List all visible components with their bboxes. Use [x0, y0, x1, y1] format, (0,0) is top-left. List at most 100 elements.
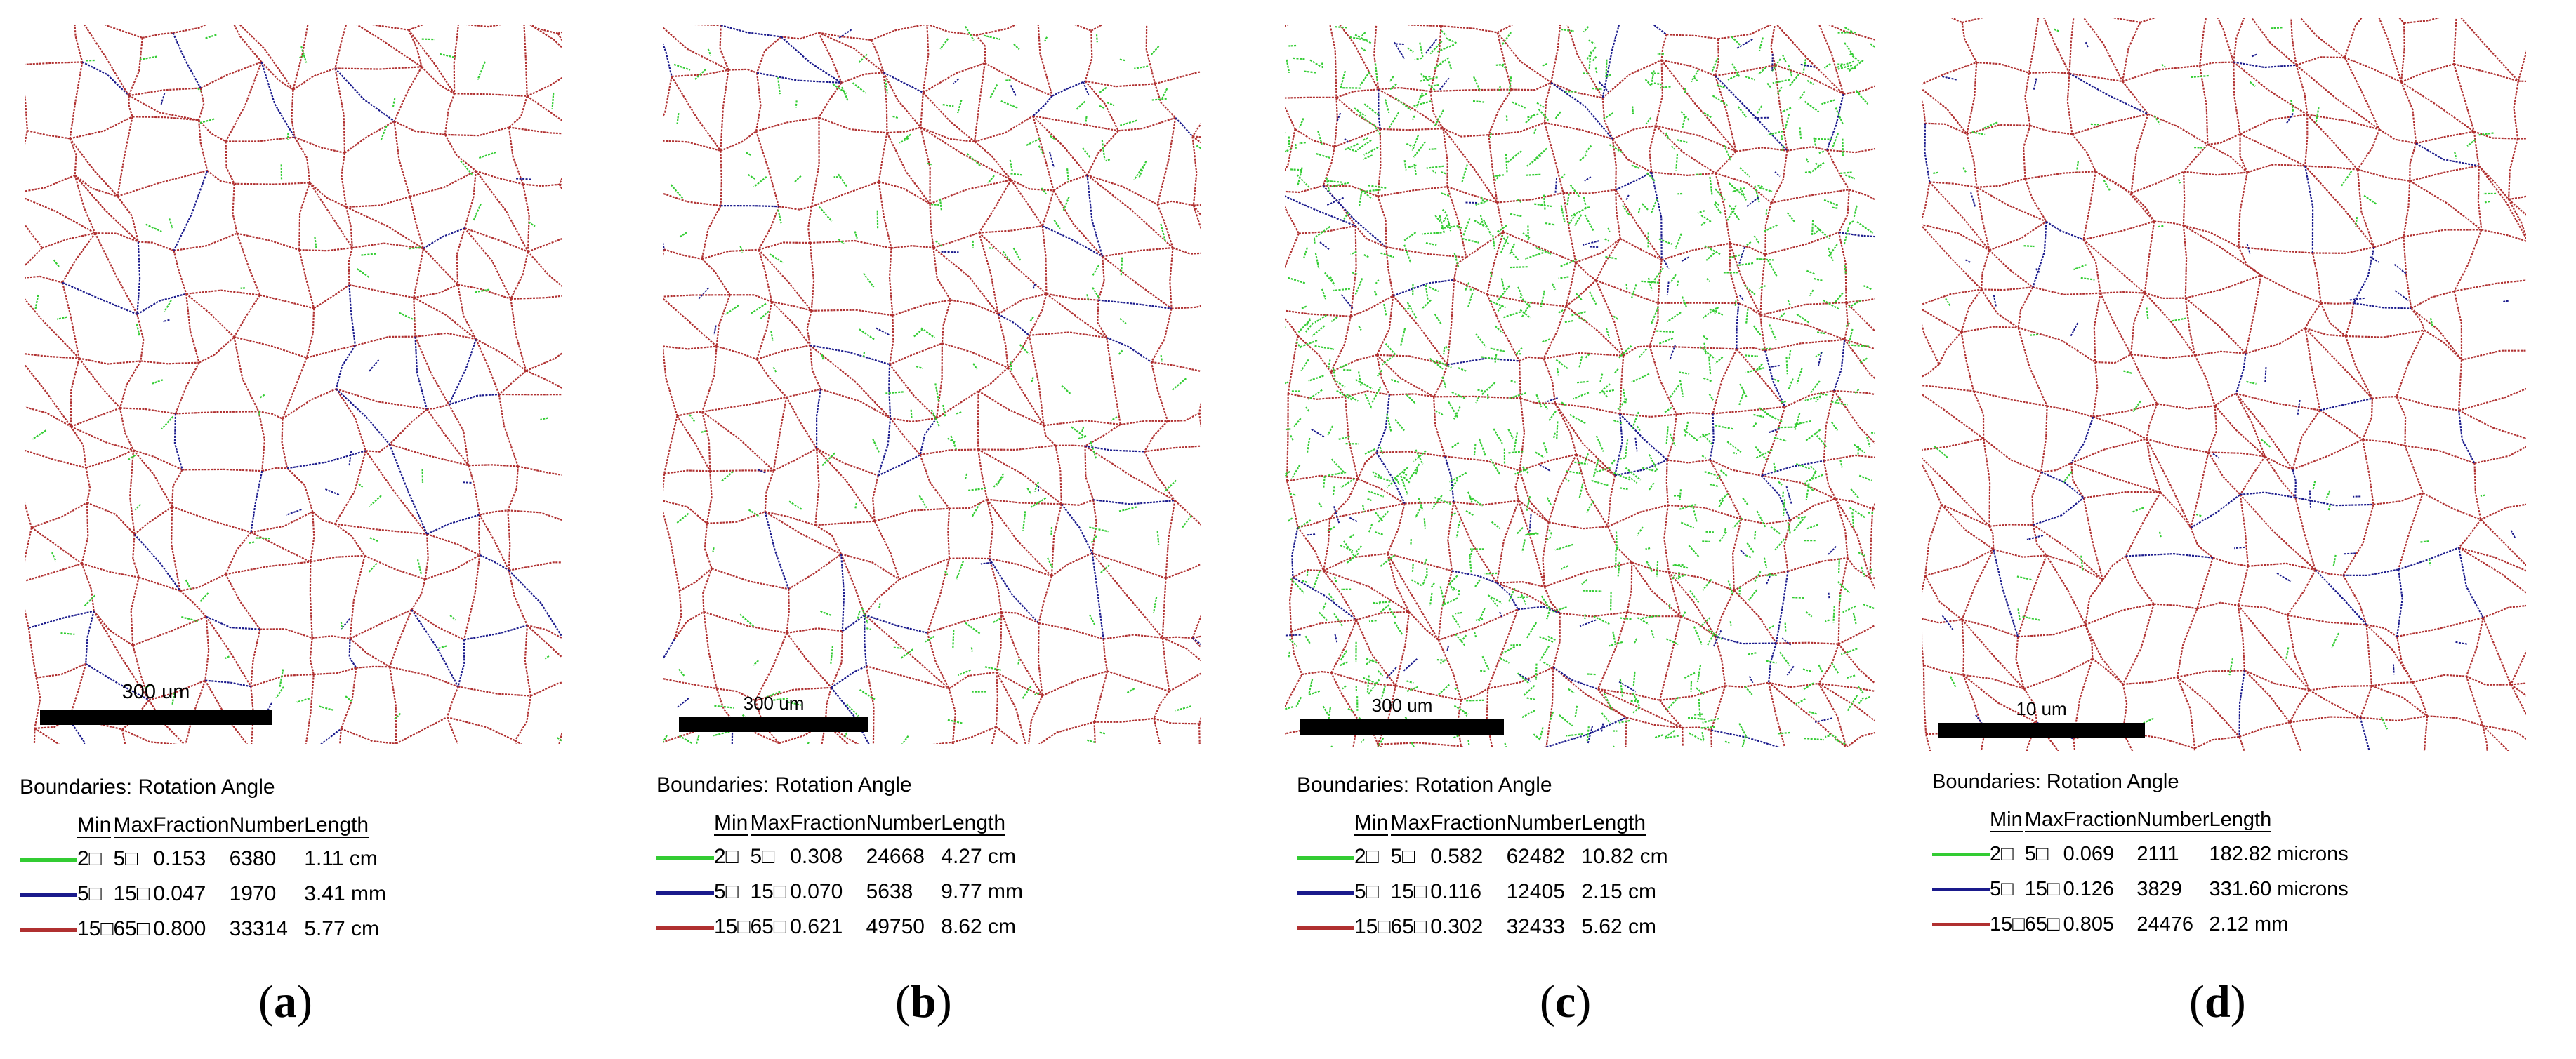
row-length: 5.77 cm: [304, 917, 379, 940]
col-length-header: Length: [2209, 808, 2272, 833]
legend-row-high: 15□ 65□ 0.805 24476 2.12 mm: [1932, 907, 2349, 942]
row-number: 62482: [1506, 845, 1565, 868]
row-max: 5□: [1390, 845, 1415, 868]
col-min-header: Min: [1990, 808, 2023, 833]
ebsd-boundary-map: 300 um: [25, 25, 562, 744]
row-min: 5□: [1990, 877, 2014, 900]
legend-title: Boundaries: Rotation Angle: [656, 773, 912, 797]
legend-row-low: 2□ 5□ 0.069 2111 182.82 microns: [1932, 837, 2349, 872]
row-number: 6380: [229, 847, 277, 870]
row-min: 15□: [1354, 915, 1391, 938]
col-fraction-header: Fraction: [2063, 808, 2137, 833]
col-length-header: Length: [941, 811, 1006, 836]
high-angle-boundaries: [1285, 25, 1875, 747]
low-angle-boundaries: [32, 34, 562, 744]
col-min-header: Min: [1354, 811, 1389, 836]
col-length-header: Length: [1581, 811, 1646, 836]
medium-angle-boundaries: [1285, 25, 1875, 747]
row-min: 2□: [1990, 842, 2014, 865]
col-fraction-header: Fraction: [790, 811, 866, 836]
ebsd-boundary-map: 300 um: [663, 25, 1201, 744]
medium-angle-fragments: [676, 29, 1090, 709]
legend-row-medium: 5□ 15□ 0.047 1970 3.41 mm: [20, 877, 386, 912]
green-line-swatch: [656, 855, 714, 860]
row-max: 65□: [113, 917, 150, 940]
row-max: 15□: [750, 880, 787, 903]
row-number: 1970: [229, 882, 277, 905]
row-min: 15□: [1990, 912, 2025, 935]
boundary-network: [25, 25, 562, 744]
col-max-header: Max: [113, 813, 154, 838]
panel-caption: (c): [1540, 976, 1592, 1027]
row-length: 10.82 cm: [1581, 845, 1668, 868]
high-angle-boundaries: [1922, 18, 2526, 751]
scale-bar: [1938, 723, 2145, 738]
green-line-swatch: [1932, 853, 1990, 857]
row-max: 5□: [2024, 842, 2049, 865]
row-max: 5□: [750, 845, 775, 868]
row-number: 49750: [866, 915, 925, 938]
legend-row-medium: 5□ 15□ 0.070 5638 9.77 mm: [656, 874, 1023, 910]
legend-title: Boundaries: Rotation Angle: [1932, 771, 2179, 793]
row-fraction: 0.126: [2063, 877, 2115, 900]
ebsd-boundary-map: 300 um: [1285, 25, 1875, 747]
blue-line-swatch: [656, 891, 714, 895]
legend-row-low: 2□ 5□ 0.308 24668 4.27 cm: [656, 839, 1023, 874]
ebsd-boundary-map: 10 um: [1922, 18, 2526, 751]
row-max: 15□: [113, 882, 150, 905]
row-min: 2□: [77, 847, 102, 870]
medium-angle-boundaries: [1924, 61, 2484, 751]
col-fraction-header: Fraction: [153, 813, 230, 838]
row-fraction: 0.302: [1430, 915, 1484, 938]
row-min: 5□: [714, 880, 739, 903]
high-angle-boundaries: [25, 25, 562, 744]
row-length: 5.62 cm: [1581, 915, 1656, 938]
medium-angle-fragments: [1285, 38, 1837, 745]
row-min: 15□: [714, 915, 751, 938]
blue-line-swatch: [20, 893, 77, 897]
scale-bar: [40, 710, 272, 725]
legend-table: Min Max Fraction Number Length 2□ 5□ 0.0…: [1932, 804, 2349, 942]
scale-bar-label: 10 um: [2016, 698, 2067, 719]
row-number: 3829: [2136, 877, 2182, 900]
row-length: 2.12 mm: [2209, 912, 2289, 935]
col-number-header: Number: [229, 813, 305, 838]
low-angle-boundaries: [1285, 26, 1875, 747]
row-number: 32433: [1506, 915, 1565, 938]
legend-title: Boundaries: Rotation Angle: [20, 775, 275, 799]
row-fraction: 0.582: [1430, 845, 1484, 868]
legend-row-high: 15□ 65□ 0.621 49750 8.62 cm: [656, 910, 1023, 945]
row-min: 5□: [1354, 880, 1379, 903]
row-length: 9.77 mm: [941, 880, 1023, 903]
row-number: 2111: [2136, 842, 2179, 865]
panel-caption: (b): [895, 976, 952, 1027]
red-line-swatch: [1297, 926, 1354, 930]
panel-caption: (d): [2189, 976, 2246, 1027]
low-angle-boundaries: [1932, 27, 2497, 730]
col-number-header: Number: [1506, 811, 1582, 836]
row-fraction: 0.069: [2063, 842, 2115, 865]
row-fraction: 0.800: [153, 917, 206, 940]
medium-angle-fragments: [1941, 41, 2516, 728]
row-max: 5□: [113, 847, 138, 870]
row-fraction: 0.153: [153, 847, 206, 870]
red-line-swatch: [656, 926, 714, 930]
high-angle-boundaries: [663, 25, 1201, 744]
col-min-header: Min: [77, 813, 112, 838]
boundary-network: [1285, 25, 1875, 747]
red-line-swatch: [1932, 923, 1990, 927]
row-length: 1.11 cm: [304, 847, 378, 870]
row-min: 15□: [77, 917, 114, 940]
legend-title: Boundaries: Rotation Angle: [1297, 773, 1552, 797]
row-fraction: 0.621: [790, 915, 843, 938]
panel-caption: (a): [258, 976, 312, 1027]
col-length-header: Length: [304, 813, 369, 838]
scale-bar: [1300, 719, 1504, 735]
row-fraction: 0.070: [790, 880, 843, 903]
scale-bar-label: 300 um: [1371, 695, 1433, 716]
scale-bar: [679, 717, 868, 732]
legend-row-high: 15□ 65□ 0.800 33314 5.77 cm: [20, 912, 386, 947]
row-fraction: 0.805: [2063, 912, 2115, 935]
low-angle-boundaries: [663, 25, 1201, 744]
boundary-network: [663, 25, 1201, 744]
